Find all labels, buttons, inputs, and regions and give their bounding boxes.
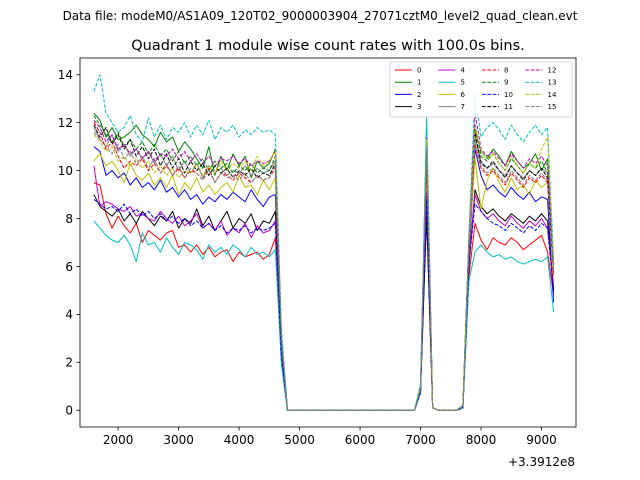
series-line-14 (93, 126, 555, 411)
legend-label-0: 0 (417, 67, 421, 75)
legend-label-14: 14 (548, 91, 557, 99)
legend-label-4: 4 (461, 67, 466, 75)
x-tick-label: 8000 (466, 433, 497, 447)
chart-title: Quadrant 1 module wise count rates with … (131, 38, 525, 54)
y-tick-label: 10 (58, 164, 73, 178)
x-tick-label: 9000 (526, 433, 557, 447)
legend-label-11: 11 (504, 103, 513, 111)
y-tick-label: 4 (65, 308, 73, 322)
legend-label-13: 13 (548, 79, 557, 87)
x-tick-label: 2000 (103, 433, 134, 447)
figure-suptitle: Data file: modeM0/AS1A09_120T02_90000039… (63, 9, 578, 23)
y-tick-label: 6 (65, 260, 73, 274)
series-line-10 (93, 198, 555, 411)
x-tick-label: 3000 (163, 433, 194, 447)
y-tick-label: 12 (58, 116, 73, 130)
legend-label-8: 8 (504, 67, 508, 75)
legend-label-2: 2 (417, 91, 421, 99)
legend-label-7: 7 (461, 103, 465, 111)
legend-label-3: 3 (417, 103, 421, 111)
y-tick-label: 14 (58, 68, 73, 82)
x-tick-label: 6000 (345, 433, 376, 447)
y-tick-label: 8 (65, 212, 73, 226)
axes-frame (79, 57, 577, 428)
legend-label-5: 5 (461, 79, 465, 87)
legend-label-10: 10 (504, 91, 513, 99)
legend-label-15: 15 (548, 103, 557, 111)
series-line-15 (93, 131, 555, 411)
x-tick-label: 4000 (224, 433, 255, 447)
legend-label-9: 9 (504, 79, 508, 87)
x-offset-label: +3.3912e8 (508, 455, 575, 469)
y-tick-label: 2 (65, 356, 73, 370)
legend-label-12: 12 (548, 67, 557, 75)
plot-area: 2000 3000 4000 5000 6000 7000 8000 900002468101… (58, 57, 577, 447)
x-tick-label: 7000 (405, 433, 436, 447)
y-tick-label: 0 (65, 404, 73, 418)
legend-label-1: 1 (417, 79, 421, 87)
legend-label-6: 6 (461, 91, 466, 99)
x-tick-label: 5000 (284, 433, 315, 447)
legend-box (389, 61, 573, 118)
